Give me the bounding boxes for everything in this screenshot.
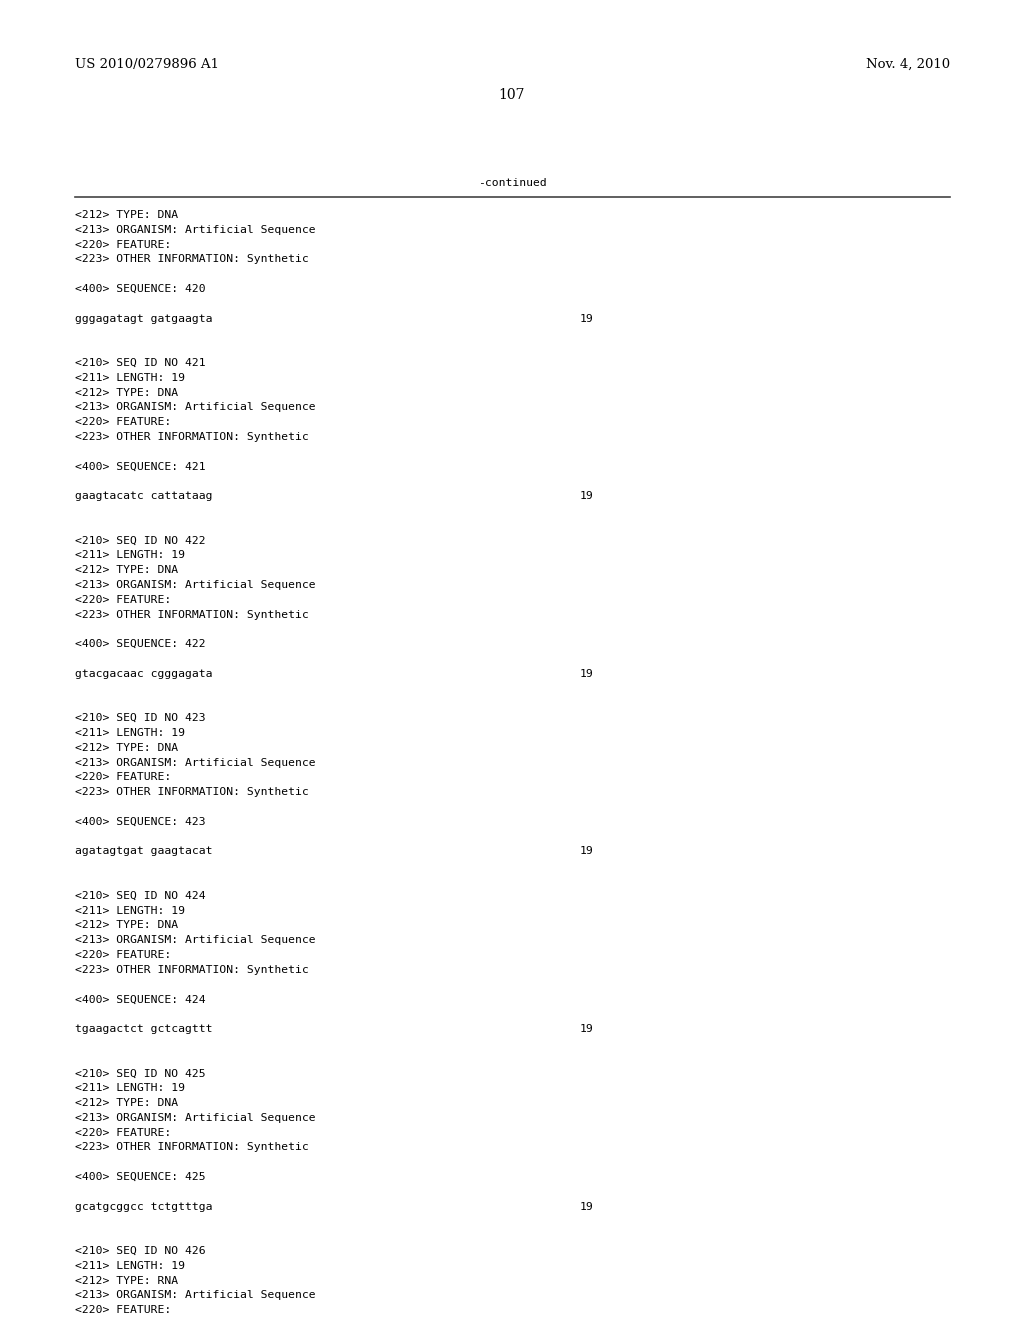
Text: gtacgacaac cgggagata: gtacgacaac cgggagata	[75, 669, 213, 678]
Text: <220> FEATURE:: <220> FEATURE:	[75, 595, 171, 605]
Text: 19: 19	[580, 491, 594, 502]
Text: <400> SEQUENCE: 424: <400> SEQUENCE: 424	[75, 994, 206, 1005]
Text: <400> SEQUENCE: 421: <400> SEQUENCE: 421	[75, 462, 206, 471]
Text: <212> TYPE: RNA: <212> TYPE: RNA	[75, 1275, 178, 1286]
Text: 19: 19	[580, 314, 594, 323]
Text: <211> LENGTH: 19: <211> LENGTH: 19	[75, 550, 185, 561]
Text: <223> OTHER INFORMATION: Synthetic: <223> OTHER INFORMATION: Synthetic	[75, 255, 309, 264]
Text: <210> SEQ ID NO 425: <210> SEQ ID NO 425	[75, 1068, 206, 1078]
Text: <220> FEATURE:: <220> FEATURE:	[75, 772, 171, 783]
Text: 19: 19	[580, 1201, 594, 1212]
Text: <212> TYPE: DNA: <212> TYPE: DNA	[75, 210, 178, 220]
Text: <400> SEQUENCE: 422: <400> SEQUENCE: 422	[75, 639, 206, 649]
Text: <212> TYPE: DNA: <212> TYPE: DNA	[75, 920, 178, 931]
Text: 19: 19	[580, 669, 594, 678]
Text: tgaagactct gctcagttt: tgaagactct gctcagttt	[75, 1024, 213, 1034]
Text: <213> ORGANISM: Artificial Sequence: <213> ORGANISM: Artificial Sequence	[75, 224, 315, 235]
Text: <210> SEQ ID NO 421: <210> SEQ ID NO 421	[75, 358, 206, 368]
Text: <210> SEQ ID NO 426: <210> SEQ ID NO 426	[75, 1246, 206, 1257]
Text: <211> LENGTH: 19: <211> LENGTH: 19	[75, 372, 185, 383]
Text: <210> SEQ ID NO 422: <210> SEQ ID NO 422	[75, 536, 206, 545]
Text: <223> OTHER INFORMATION: Synthetic: <223> OTHER INFORMATION: Synthetic	[75, 610, 309, 619]
Text: <223> OTHER INFORMATION: Synthetic: <223> OTHER INFORMATION: Synthetic	[75, 1142, 309, 1152]
Text: <220> FEATURE:: <220> FEATURE:	[75, 240, 171, 249]
Text: <212> TYPE: DNA: <212> TYPE: DNA	[75, 388, 178, 397]
Text: <400> SEQUENCE: 420: <400> SEQUENCE: 420	[75, 284, 206, 294]
Text: <213> ORGANISM: Artificial Sequence: <213> ORGANISM: Artificial Sequence	[75, 403, 315, 412]
Text: 107: 107	[499, 88, 525, 102]
Text: <211> LENGTH: 19: <211> LENGTH: 19	[75, 906, 185, 916]
Text: <212> TYPE: DNA: <212> TYPE: DNA	[75, 565, 178, 576]
Text: 19: 19	[580, 1024, 594, 1034]
Text: <212> TYPE: DNA: <212> TYPE: DNA	[75, 743, 178, 752]
Text: <223> OTHER INFORMATION: Synthetic: <223> OTHER INFORMATION: Synthetic	[75, 965, 309, 974]
Text: <212> TYPE: DNA: <212> TYPE: DNA	[75, 1098, 178, 1107]
Text: <223> OTHER INFORMATION: Synthetic: <223> OTHER INFORMATION: Synthetic	[75, 432, 309, 442]
Text: gggagatagt gatgaagta: gggagatagt gatgaagta	[75, 314, 213, 323]
Text: <220> FEATURE:: <220> FEATURE:	[75, 950, 171, 960]
Text: Nov. 4, 2010: Nov. 4, 2010	[866, 58, 950, 71]
Text: <220> FEATURE:: <220> FEATURE:	[75, 1305, 171, 1315]
Text: <213> ORGANISM: Artificial Sequence: <213> ORGANISM: Artificial Sequence	[75, 758, 315, 768]
Text: <213> ORGANISM: Artificial Sequence: <213> ORGANISM: Artificial Sequence	[75, 1291, 315, 1300]
Text: gaagtacatc cattataag: gaagtacatc cattataag	[75, 491, 213, 502]
Text: US 2010/0279896 A1: US 2010/0279896 A1	[75, 58, 219, 71]
Text: <211> LENGTH: 19: <211> LENGTH: 19	[75, 1261, 185, 1271]
Text: <213> ORGANISM: Artificial Sequence: <213> ORGANISM: Artificial Sequence	[75, 1113, 315, 1123]
Text: <220> FEATURE:: <220> FEATURE:	[75, 1127, 171, 1138]
Text: <400> SEQUENCE: 423: <400> SEQUENCE: 423	[75, 817, 206, 826]
Text: gcatgcggcc tctgtttga: gcatgcggcc tctgtttga	[75, 1201, 213, 1212]
Text: <220> FEATURE:: <220> FEATURE:	[75, 417, 171, 428]
Text: <210> SEQ ID NO 424: <210> SEQ ID NO 424	[75, 891, 206, 900]
Text: <211> LENGTH: 19: <211> LENGTH: 19	[75, 729, 185, 738]
Text: <213> ORGANISM: Artificial Sequence: <213> ORGANISM: Artificial Sequence	[75, 579, 315, 590]
Text: <223> OTHER INFORMATION: Synthetic: <223> OTHER INFORMATION: Synthetic	[75, 787, 309, 797]
Text: agatagtgat gaagtacat: agatagtgat gaagtacat	[75, 846, 213, 857]
Text: <211> LENGTH: 19: <211> LENGTH: 19	[75, 1084, 185, 1093]
Text: 19: 19	[580, 846, 594, 857]
Text: -continued: -continued	[477, 178, 547, 187]
Text: <213> ORGANISM: Artificial Sequence: <213> ORGANISM: Artificial Sequence	[75, 935, 315, 945]
Text: <210> SEQ ID NO 423: <210> SEQ ID NO 423	[75, 713, 206, 723]
Text: <400> SEQUENCE: 425: <400> SEQUENCE: 425	[75, 1172, 206, 1181]
